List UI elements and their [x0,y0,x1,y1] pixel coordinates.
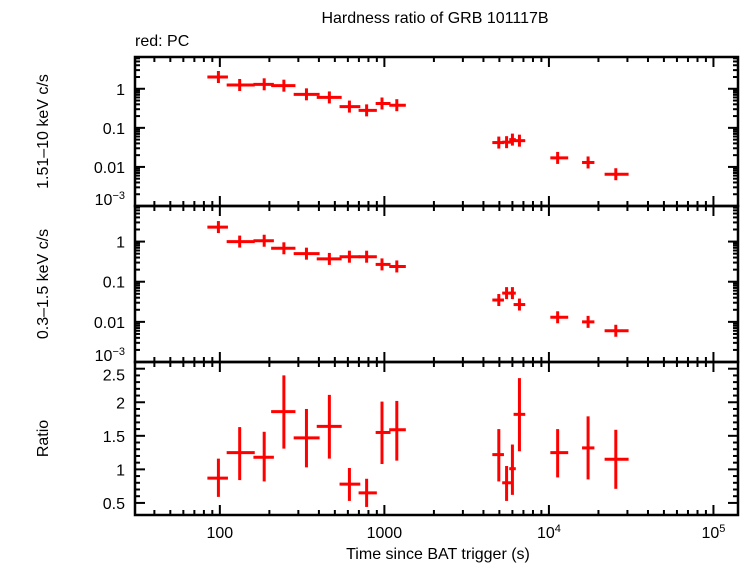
y-tick-label: 10−3 [95,190,125,209]
y-tick-label: 0.1 [103,121,125,138]
data-point-0-3 [271,79,296,92]
data-point-1-16 [604,324,629,337]
data-point-0-16 [604,168,629,181]
data-point-1-1 [226,235,255,248]
data-point-2-9 [389,400,406,461]
data-point-1-2 [253,234,274,247]
x-tick-label: 104 [537,523,561,542]
y-tick-label: 10−3 [95,346,125,365]
y-tick-label: 0.5 [103,496,125,513]
chart-title: Hardness ratio of GRB 101117B [321,10,548,27]
data-point-2-1 [226,427,255,481]
data-point-0-10 [492,136,504,149]
data-point-2-8 [375,401,391,464]
data-point-1-12 [509,287,516,300]
data-point-2-3 [271,375,296,449]
data-point-1-4 [293,247,320,260]
legend-text: red: PC [135,33,189,50]
data-point-2-4 [293,408,320,468]
y-axis-label-2: Ratio [35,420,52,457]
data-point-2-7 [358,478,377,507]
y-tick-label: 2.5 [103,368,125,385]
y-tick-label: 2 [116,395,125,412]
panel-frame-0 [133,55,740,208]
data-point-0-9 [389,99,406,112]
y-tick-label: 0.1 [103,275,125,292]
y-tick-label: 1 [116,82,125,99]
y-tick-label: 0.01 [94,160,125,177]
data-point-0-4 [293,88,320,101]
data-point-1-15 [582,315,595,328]
data-point-1-6 [339,250,361,263]
x-axis-label: Time since BAT trigger (s) [346,546,530,563]
y-tick-label: 0.01 [94,315,125,332]
data-point-1-10 [492,294,504,307]
y-tick-label: 1 [116,235,125,252]
panel-frame-1 [133,204,740,364]
y-tick-label: 1.5 [103,429,125,446]
data-point-2-2 [253,431,274,482]
data-point-0-5 [316,91,342,104]
data-point-0-14 [550,151,569,164]
x-tick-label: 100 [206,525,233,542]
data-point-1-13 [513,298,526,311]
data-point-0-6 [339,100,361,113]
data-point-2-13 [513,378,526,452]
y-axis-label-1: 0.3–1.5 keV c/s [35,229,52,339]
data-point-2-12 [509,444,516,495]
data-point-0-7 [358,104,377,117]
data-point-1-7 [358,250,377,263]
y-axis-label-0: 1.51–10 keV c/s [35,74,52,189]
data-point-0-2 [253,78,274,91]
data-point-2-14 [550,429,569,478]
data-point-0-1 [226,78,255,91]
data-point-2-10 [492,429,504,482]
data-point-1-0 [207,221,228,234]
data-point-0-0 [207,71,228,84]
x-tick-label: 1000 [367,525,403,542]
data-point-1-5 [316,252,342,265]
data-point-2-16 [604,429,629,489]
x-tick-label: 105 [701,523,725,542]
data-point-1-9 [389,260,406,273]
data-point-2-6 [339,468,361,501]
data-point-1-8 [375,258,391,271]
data-point-2-15 [582,416,595,480]
panel-frame-2 [133,360,740,517]
data-point-0-13 [513,134,526,147]
data-point-2-0 [207,458,228,497]
data-point-0-11 [502,136,511,149]
data-point-2-5 [316,394,342,459]
data-point-1-3 [271,242,296,255]
data-point-1-14 [550,311,569,324]
y-tick-label: 1 [116,462,125,479]
data-point-0-8 [375,97,391,110]
data-point-2-11 [502,466,511,501]
data-point-0-15 [582,156,595,169]
